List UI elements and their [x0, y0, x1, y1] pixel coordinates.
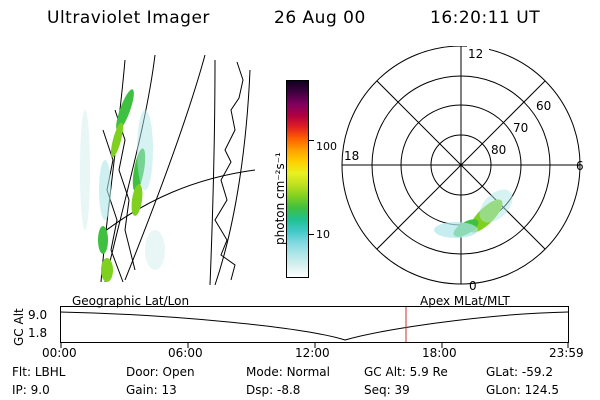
- timeline-right-label: Apex MLat/MLT: [420, 294, 510, 308]
- status-glon: GLon: 124.5: [486, 383, 559, 397]
- mlt-label-6: 6: [576, 159, 584, 173]
- date-label: 26 Aug 00: [274, 8, 366, 28]
- colorbar-tick: [309, 234, 314, 235]
- timeline-xtick-0000: 00:00: [42, 346, 77, 360]
- colorbar: [286, 80, 309, 278]
- mlt-label-12: 12: [468, 47, 483, 61]
- map-meridian: [104, 54, 156, 283]
- status-ip: IP: 9.0: [12, 383, 50, 397]
- status-gcalt: GC Alt: 5.9 Re: [364, 365, 448, 379]
- mlat-label-80: 80: [491, 143, 506, 157]
- time-label: 16:20:11 UT: [430, 8, 541, 28]
- map-meridian: [100, 59, 126, 283]
- status-door: Door: Open: [126, 365, 195, 379]
- timeline-xtick-1200: 12:00: [295, 346, 330, 360]
- timeline-ytick-top: 9.0: [28, 308, 48, 322]
- colorbar-tick-10: 10: [316, 228, 330, 241]
- status-mode: Mode: Normal: [246, 365, 330, 379]
- polar-aurora: [434, 189, 513, 238]
- mlat-label-60: 60: [536, 99, 551, 113]
- status-gain: Gain: 13: [126, 383, 177, 397]
- mlat-label-70: 70: [513, 121, 528, 135]
- mlt-label-0: 0: [469, 279, 477, 293]
- status-glat: GLat: -59.2: [486, 365, 553, 379]
- map-meridian: [124, 54, 206, 281]
- aurora-emission: [80, 89, 165, 282]
- map-meridian: [214, 69, 251, 286]
- colorbar-tick-100: 100: [316, 140, 337, 153]
- polar-diagonal: [376, 80, 546, 250]
- timeline-left-label: Geographic Lat/Lon: [72, 294, 190, 308]
- status-flt: Flt: LBHL: [12, 365, 66, 379]
- instrument-title: Ultraviolet Imager: [47, 8, 210, 28]
- timeline-xtick-1800: 18:00: [422, 346, 457, 360]
- timeline-ylabel: GC Alt: [12, 308, 26, 346]
- geographic-image: [80, 54, 256, 286]
- map-meridian: [209, 59, 216, 286]
- coastline: [114, 109, 136, 271]
- altitude-curve: [60, 311, 569, 341]
- polar-plot: 12 0 18 6 60 70 80: [341, 46, 584, 293]
- mlt-label-18: 18: [344, 149, 359, 163]
- timeline-ytick-bottom: 1.8: [28, 326, 48, 340]
- colorbar-label: photon cm⁻²s⁻¹: [273, 152, 287, 245]
- status-dsp: Dsp: -8.8: [246, 383, 301, 397]
- timeline-xtick-0600: 06:00: [168, 346, 203, 360]
- timeline-xtick-2359: 23:59: [549, 346, 584, 360]
- coastline: [214, 61, 244, 281]
- colorbar-tick: [309, 140, 314, 141]
- timeline-plot: [60, 306, 569, 348]
- status-seq: Seq: 39: [364, 383, 410, 397]
